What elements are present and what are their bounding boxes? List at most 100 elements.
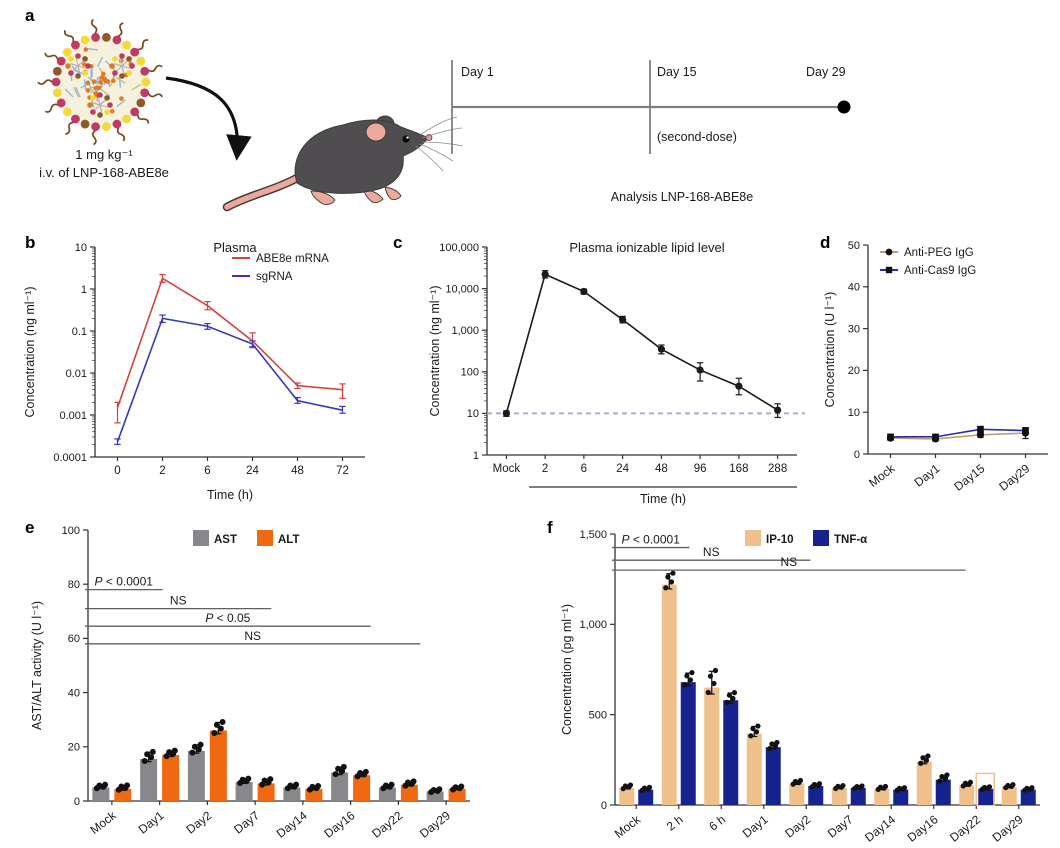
chart-title: Plasma [213,240,257,255]
svg-text:20: 20 [848,365,860,377]
significance-label: NS [780,555,797,569]
mouse-whiskers [415,116,464,172]
svg-text:100,000: 100,000 [439,242,479,254]
svg-text:0.0001: 0.0001 [53,452,87,464]
panel-label-f: f [547,518,553,537]
svg-text:24: 24 [246,465,259,477]
panel-f-svg: 0 500 1,000 1,500 Concentration (pg ml⁻¹) Moc… [560,529,1040,845]
svg-text:1,000: 1,000 [451,325,479,337]
panel-label-d: d [820,233,831,252]
panel-e-svg: 0 20 40 60 80 100 AST/ALT activity (U l⁻¹) Mock… [30,525,470,841]
svg-text:sgRNA: sgRNA [256,271,293,283]
mouse-eye [402,135,410,143]
svg-text:0.01: 0.01 [66,368,87,380]
svg-text:Day22: Day22 [369,808,405,841]
timeline-day15-label: Day 15 [657,65,697,79]
svg-text:0: 0 [114,465,120,477]
legend: Anti-PEG IgG Anti-Cas9 IgG [880,247,976,277]
panel-d-chart: 0 10 20 30 40 50 Concentration (U l⁻¹) Mock Day1… [820,232,1060,527]
svg-text:Anti-PEG IgG: Anti-PEG IgG [904,247,974,259]
panel-b-chart: 10 1 0.1 0.01 0.001 0.0001 Concentration (ng m… [20,232,388,519]
x-axis-title: Time (h) [207,488,253,502]
svg-text:0: 0 [601,800,607,812]
svg-text:10,000: 10,000 [445,283,479,295]
svg-text:48: 48 [655,463,668,475]
svg-text:Day29: Day29 [996,461,1032,494]
series-IP-10 [619,570,1017,805]
svg-text:0: 0 [854,449,860,461]
svg-text:Day1: Day1 [136,808,167,836]
svg-text:60: 60 [68,633,80,645]
svg-text:100: 100 [461,367,479,379]
significance-label: NS [170,594,187,608]
svg-text:Mock: Mock [866,461,898,490]
svg-text:Day29: Day29 [990,812,1026,845]
svg-text:AST: AST [214,534,237,546]
svg-text:1: 1 [473,450,479,462]
svg-text:Day14: Day14 [862,812,898,845]
timeline-second-dose-label: (second-dose) [657,130,737,144]
significance-label: NS [703,545,720,559]
svg-text:Day22: Day22 [947,812,983,845]
timeline-day29-label: Day 29 [806,65,846,79]
mouse-ear [365,122,387,142]
dose-caption-line2: i.v. of LNP-168-ABE8e [39,165,169,180]
timeline [451,60,851,154]
panel-c-svg: 100,000 10,000 1,000 100 10 1 Concentration (n… [428,240,805,506]
panel-label-c: c [393,233,403,252]
svg-text:0.1: 0.1 [72,326,87,338]
svg-text:168: 168 [729,463,748,475]
svg-text:Mock: Mock [88,808,120,837]
svg-text:Day1: Day1 [740,812,771,840]
svg-text:Day7: Day7 [231,808,262,836]
svg-text:6: 6 [204,465,210,477]
significance-label: NS [244,629,261,643]
injection-arrow [165,76,252,161]
series-ionizable lipid [502,270,782,419]
panel-b-svg: 10 1 0.1 0.01 0.001 0.0001 Concentration (ng m… [23,240,365,502]
mouse-illustration [222,115,464,212]
lnp-illustration [37,18,163,146]
svg-text:0.001: 0.001 [59,410,87,422]
svg-text:50: 50 [848,240,860,252]
y-axis-title: Concentration (pg ml⁻¹) [560,604,574,735]
svg-text:40: 40 [848,282,860,294]
legend: IP-10 TNF-α [745,530,867,546]
panel-e-chart: 0 20 40 60 80 100 AST/ALT activity (U l⁻¹) Mock… [25,520,525,848]
series-TNF-α [638,670,1036,805]
svg-text:96: 96 [694,463,707,475]
svg-text:40: 40 [68,687,80,699]
svg-text:10: 10 [467,408,479,420]
svg-text:Day15: Day15 [951,461,987,494]
mouse-front-foot-2 [384,186,402,201]
y-axis-title: Concentration (ng ml⁻¹) [23,287,37,418]
timeline-day1-label: Day 1 [461,65,494,79]
dose-caption: 1 mg kg⁻¹ i.v. of LNP-168-ABE8e [20,146,188,182]
series-AST [92,741,444,801]
svg-text:Day14: Day14 [274,808,310,841]
panel-d-svg: 0 10 20 30 40 50 Concentration (U l⁻¹) Mock Day1… [823,240,1048,494]
svg-text:Anti-Cas9 IgG: Anti-Cas9 IgG [904,265,976,277]
svg-text:Mock: Mock [612,812,644,841]
mouse-hind-foot [310,190,336,205]
svg-text:ALT: ALT [278,534,300,546]
svg-text:Day1: Day1 [912,461,943,489]
svg-text:10: 10 [75,242,87,254]
svg-text:Day7: Day7 [825,812,856,840]
svg-text:Day16: Day16 [322,808,358,841]
svg-text:20: 20 [68,742,80,754]
svg-text:1,500: 1,500 [579,529,607,541]
dose-caption-line1: 1 mg kg⁻¹ [75,147,133,162]
series-Anti-Cas9 IgG [887,425,1029,441]
svg-text:Day29: Day29 [417,808,453,841]
svg-text:ABE8e mRNA: ABE8e mRNA [256,253,329,265]
legend: AST ALT [193,530,300,546]
svg-text:24: 24 [616,463,629,475]
svg-text:6 h: 6 h [706,812,728,833]
y-axis-title: Concentration (ng ml⁻¹) [428,286,442,417]
svg-text:48: 48 [291,465,304,477]
mouse-front-foot [362,188,384,204]
svg-text:2: 2 [159,465,165,477]
svg-text:2: 2 [542,463,548,475]
svg-text:100: 100 [62,525,80,537]
